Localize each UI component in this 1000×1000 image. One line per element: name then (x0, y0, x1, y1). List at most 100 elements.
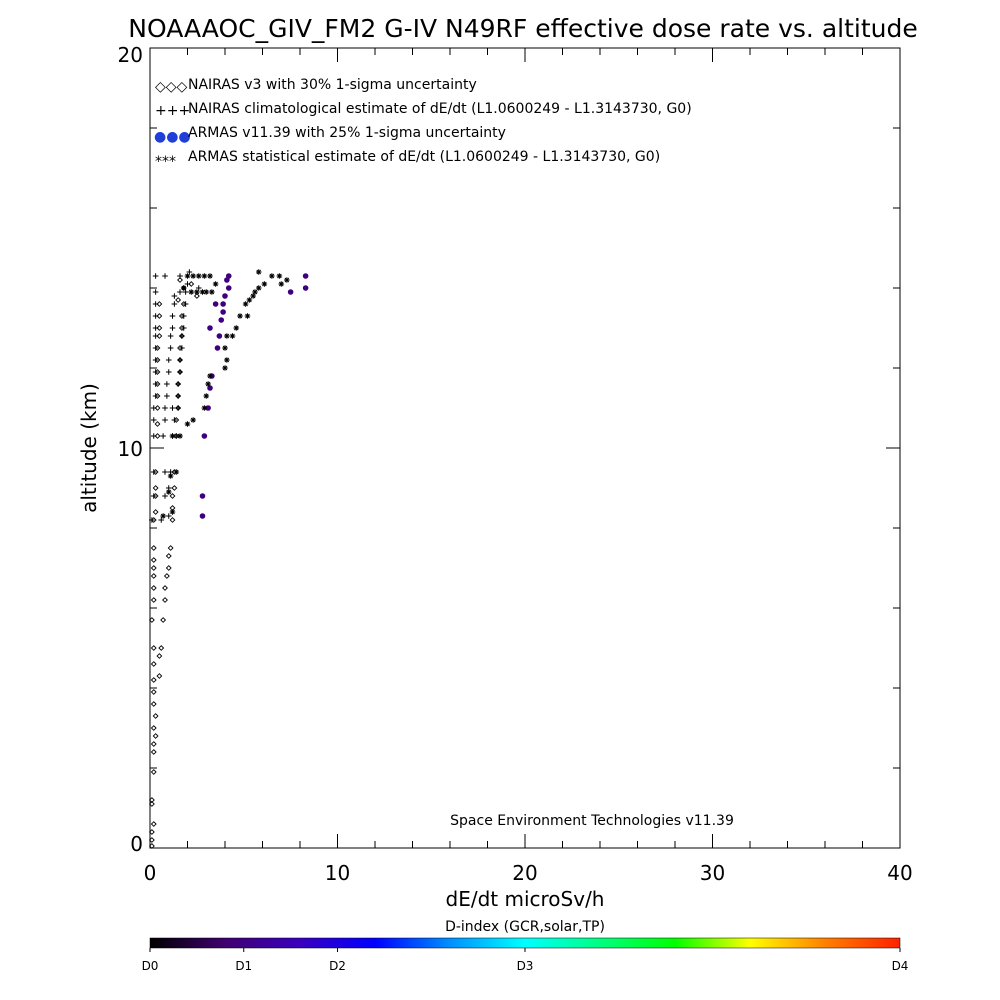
point-nairas (156, 653, 163, 659)
data-marks (148, 269, 309, 849)
point-nairas_clim (150, 417, 157, 423)
point-armas_stat (229, 333, 236, 339)
point-armas_stat (201, 405, 208, 411)
point-nairas_clim (186, 269, 193, 275)
point-nairas_clim (171, 417, 178, 423)
point-nairas (148, 837, 155, 843)
point-armas_stat (224, 333, 230, 339)
point-nairas (150, 597, 157, 603)
point-nairas (154, 405, 161, 411)
point-nairas_clim (162, 469, 168, 475)
legend-label-armas: ARMAS v11.39 with 25% 1-sigma uncertaint… (188, 125, 506, 141)
point-nairas_clim (152, 393, 159, 399)
point-nairas (177, 277, 183, 283)
point-nairas (163, 573, 170, 579)
point-nairas (150, 821, 157, 827)
point-armas_stat (276, 273, 283, 279)
point-armas_stat (284, 277, 290, 283)
point-nairas_clim (177, 289, 183, 295)
point-nairas_clim (158, 517, 165, 523)
point-nairas_clim (150, 405, 157, 411)
point-nairas (160, 617, 167, 623)
point-nairas (148, 617, 155, 623)
point-armas (287, 289, 294, 295)
legend-symbol-nairas: ◇◇◇ (155, 79, 188, 95)
point-nairas (152, 485, 159, 491)
point-armas_stat (184, 421, 191, 427)
legend-symbol-nairas-clim: +++ (155, 103, 190, 119)
point-nairas_clim (179, 345, 185, 351)
point-nairas (156, 325, 163, 331)
point-nairas_clim (177, 273, 183, 279)
point-nairas (156, 333, 163, 339)
point-nairas_clim (184, 281, 191, 287)
point-armas_stat (246, 297, 253, 303)
point-armas (302, 273, 309, 279)
point-armas_stat (190, 273, 196, 279)
point-armas (207, 325, 213, 331)
point-armas (302, 285, 309, 291)
point-armas_stat (207, 273, 213, 279)
point-nairas (150, 661, 157, 667)
point-nairas_clim (152, 345, 159, 351)
point-nairas_clim (167, 345, 174, 351)
colorbar-title: D-index (GCR,solar,TP) (445, 919, 605, 935)
point-nairas (169, 493, 176, 499)
point-armas_stat (224, 357, 230, 363)
point-armas_stat (180, 285, 187, 291)
point-nairas_clim (150, 493, 157, 499)
point-nairas (150, 557, 157, 563)
point-armas_stat (250, 293, 256, 299)
colorbar-tick-label-d2: D2 (329, 959, 346, 973)
point-armas_stat (237, 313, 243, 319)
point-armas_stat (194, 289, 200, 295)
point-nairas_clim (171, 293, 178, 299)
point-nairas (148, 843, 155, 849)
point-armas_stat (209, 289, 215, 295)
point-nairas (188, 281, 195, 287)
point-nairas_clim (182, 301, 189, 307)
point-nairas (150, 565, 157, 571)
point-armas_stat (244, 313, 251, 319)
colorbar (149, 937, 901, 949)
point-nairas_clim (162, 493, 168, 499)
point-armas_stat (212, 281, 219, 287)
point-armas (214, 345, 221, 351)
point-nairas (152, 733, 159, 739)
chart-title: NOAAAOC_GIV_FM2 G-IV N49RF effective dos… (128, 14, 917, 43)
point-nairas (150, 749, 157, 755)
point-nairas (154, 433, 161, 439)
point-armas_stat (165, 489, 172, 495)
point-armas_stat (242, 301, 249, 307)
point-nairas (150, 573, 157, 579)
point-nairas_clim (165, 513, 172, 519)
point-nairas_clim (152, 301, 159, 307)
point-nairas (169, 517, 176, 523)
point-armas_stat (233, 325, 240, 331)
point-nairas (148, 801, 155, 807)
point-armas_stat (252, 289, 258, 295)
point-nairas (150, 645, 157, 651)
point-nairas_clim (180, 313, 187, 319)
point-nairas_clim (180, 325, 187, 331)
point-armas (225, 285, 232, 291)
point-nairas (150, 689, 157, 695)
point-armas_stat (255, 285, 262, 291)
point-armas_stat (201, 273, 208, 279)
point-nairas_clim (152, 325, 159, 331)
point-armas_stat (199, 289, 206, 295)
point-nairas_clim (152, 381, 159, 387)
point-nairas_clim (169, 405, 176, 411)
point-nairas_clim (150, 433, 157, 439)
point-nairas (152, 713, 159, 719)
point-nairas_clim (162, 405, 168, 411)
point-armas (218, 317, 225, 323)
colorbar-ticks: D0 D1 D2 D3 D4 (142, 948, 908, 973)
plot-area (149, 47, 901, 849)
axis-ticks (149, 47, 901, 849)
point-nairas (150, 725, 157, 731)
point-armas (201, 433, 208, 439)
point-armas_stat (269, 273, 275, 279)
point-nairas_clim (175, 381, 181, 387)
point-nairas (150, 741, 157, 747)
